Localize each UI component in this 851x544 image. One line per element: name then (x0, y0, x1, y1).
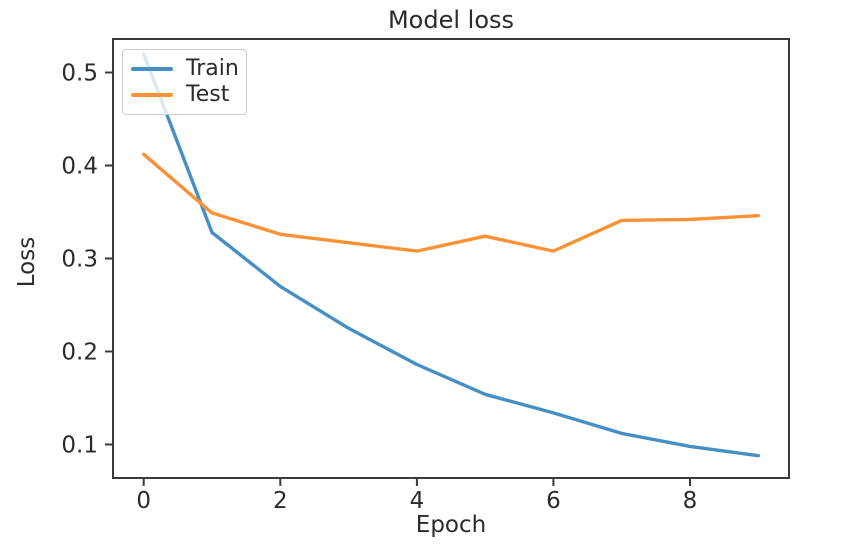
y-tick-label: 0.4 (61, 154, 98, 180)
test-line-swatch-icon (131, 93, 173, 98)
x-tick-label: 6 (546, 488, 561, 514)
x-axis-label: Epoch (415, 512, 487, 538)
x-tick-label: 4 (410, 488, 425, 514)
y-axis-label: Loss (14, 236, 40, 288)
legend-item-train: Train (131, 55, 239, 81)
x-tick-label: 0 (136, 488, 151, 514)
legend: Train Test (122, 49, 247, 115)
train-line-swatch-icon (131, 66, 173, 71)
y-tick-label: 0.2 (61, 340, 98, 366)
x-tick-label: 8 (683, 488, 698, 514)
y-tick-label: 0.1 (61, 433, 98, 459)
legend-label-test: Test (186, 82, 230, 108)
legend-item-test: Test (131, 84, 238, 106)
train-line (141, 52, 760, 458)
chart-title: Model loss (387, 6, 515, 34)
y-tick-label: 0.3 (61, 247, 98, 273)
x-tick-label: 2 (273, 488, 288, 514)
y-tick-label: 0.5 (61, 61, 98, 87)
test-line (141, 152, 760, 253)
legend-label-train: Train (186, 55, 239, 81)
